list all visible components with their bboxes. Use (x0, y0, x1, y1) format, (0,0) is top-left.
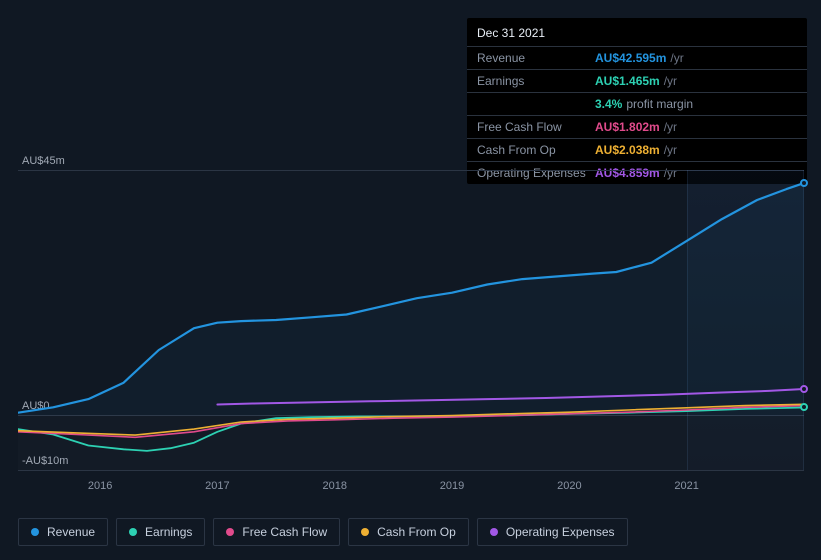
legend-dot-icon (226, 528, 234, 536)
tooltip-metric-label: Earnings (477, 74, 595, 88)
gridline (18, 470, 804, 471)
tooltip-row: Cash From OpAU$2.038m/yr (467, 138, 807, 161)
legend-item-revenue[interactable]: Revenue (18, 518, 108, 546)
legend-label: Revenue (47, 525, 95, 539)
y-axis-label: AU$45m (22, 155, 65, 167)
tooltip-metric-unit: /yr (670, 51, 683, 65)
tooltip-sub-label: profit margin (626, 97, 693, 111)
tooltip-metric-value: AU$1.465m (595, 74, 660, 88)
tooltip-sub-value: 3.4% (595, 97, 622, 111)
x-axis-label: 2018 (322, 480, 346, 492)
tooltip-metric-value: AU$1.802m (595, 120, 660, 134)
legend-dot-icon (490, 528, 498, 536)
x-axis-label: 2020 (557, 480, 581, 492)
plot-area (18, 170, 804, 470)
tooltip-metric-label: Free Cash Flow (477, 120, 595, 134)
legend-item-operating_expenses[interactable]: Operating Expenses (477, 518, 628, 546)
tooltip-row: Free Cash FlowAU$1.802m/yr (467, 115, 807, 138)
x-axis-label: 2019 (440, 480, 464, 492)
tooltip-subrow: 3.4% profit margin (467, 92, 807, 115)
tooltip-row: RevenueAU$42.595m/yr (467, 46, 807, 69)
financials-chart: AU$45mAU$0-AU$10m 2016201720182019202020… (18, 160, 804, 500)
tooltip-metric-unit: /yr (664, 120, 677, 134)
tooltip-metric-label: Revenue (477, 51, 595, 65)
series-end-marker-earnings (800, 403, 808, 411)
legend-label: Free Cash Flow (242, 525, 327, 539)
tooltip-metric-label: Cash From Op (477, 143, 595, 157)
series-end-marker-operating_expenses (800, 385, 808, 393)
x-axis-label: 2021 (674, 480, 698, 492)
legend-label: Earnings (145, 525, 192, 539)
tooltip-metric-unit: /yr (664, 74, 677, 88)
legend-item-cash_from_op[interactable]: Cash From Op (348, 518, 469, 546)
x-axis-label: 2017 (205, 480, 229, 492)
legend-label: Cash From Op (377, 525, 456, 539)
tooltip-metric-value: AU$2.038m (595, 143, 660, 157)
chart-legend: Revenue Earnings Free Cash Flow Cash From O… (18, 518, 628, 546)
tooltip-date: Dec 31 2021 (467, 18, 807, 46)
legend-item-earnings[interactable]: Earnings (116, 518, 205, 546)
legend-dot-icon (31, 528, 39, 536)
series-end-marker-revenue (800, 179, 808, 187)
legend-dot-icon (361, 528, 369, 536)
tooltip-metric-unit: /yr (664, 143, 677, 157)
legend-dot-icon (129, 528, 137, 536)
tooltip-metric-value: AU$42.595m (595, 51, 666, 65)
legend-label: Operating Expenses (506, 525, 615, 539)
x-axis-label: 2016 (88, 480, 112, 492)
legend-item-free_cash_flow[interactable]: Free Cash Flow (213, 518, 340, 546)
tooltip-row: EarningsAU$1.465m/yr (467, 69, 807, 92)
